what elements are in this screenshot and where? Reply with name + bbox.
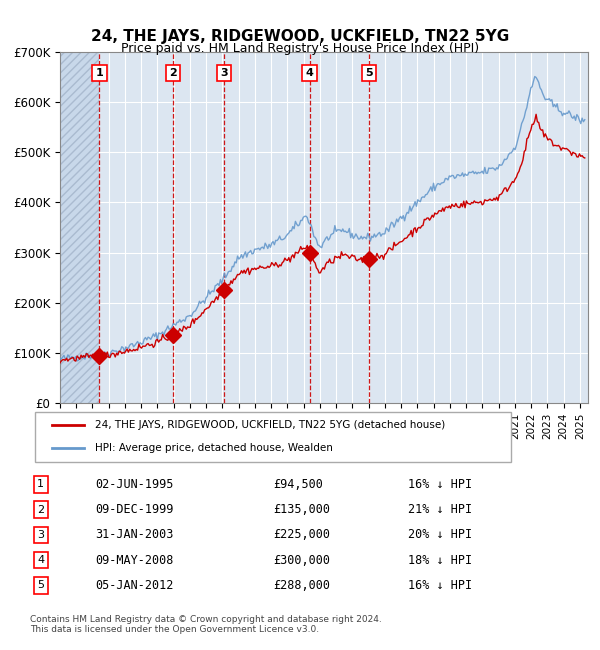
Text: 3: 3 [220, 68, 227, 78]
Text: Contains HM Land Registry data © Crown copyright and database right 2024.
This d: Contains HM Land Registry data © Crown c… [30, 615, 382, 634]
Text: 16% ↓ HPI: 16% ↓ HPI [408, 478, 472, 491]
Text: 18% ↓ HPI: 18% ↓ HPI [408, 554, 472, 567]
Text: £300,000: £300,000 [273, 554, 330, 567]
Text: £135,000: £135,000 [273, 503, 330, 516]
Text: 16% ↓ HPI: 16% ↓ HPI [408, 579, 472, 592]
Text: 31-JAN-2003: 31-JAN-2003 [95, 528, 173, 541]
Text: 24, THE JAYS, RIDGEWOOD, UCKFIELD, TN22 5YG (detached house): 24, THE JAYS, RIDGEWOOD, UCKFIELD, TN22 … [95, 420, 445, 430]
Text: 09-DEC-1999: 09-DEC-1999 [95, 503, 173, 516]
Text: 3: 3 [37, 530, 44, 540]
Text: 4: 4 [305, 68, 313, 78]
Text: 2: 2 [37, 504, 44, 515]
FancyBboxPatch shape [35, 412, 511, 462]
Text: 5: 5 [365, 68, 373, 78]
Text: Price paid vs. HM Land Registry's House Price Index (HPI): Price paid vs. HM Land Registry's House … [121, 42, 479, 55]
Text: 21% ↓ HPI: 21% ↓ HPI [408, 503, 472, 516]
Text: 4: 4 [37, 555, 44, 565]
Text: £94,500: £94,500 [273, 478, 323, 491]
Text: 1: 1 [37, 480, 44, 489]
Text: 20% ↓ HPI: 20% ↓ HPI [408, 528, 472, 541]
Text: 5: 5 [37, 580, 44, 590]
Bar [60, 52, 100, 403]
Text: £225,000: £225,000 [273, 528, 330, 541]
Text: 02-JUN-1995: 02-JUN-1995 [95, 478, 173, 491]
Text: 05-JAN-2012: 05-JAN-2012 [95, 579, 173, 592]
Text: 1: 1 [95, 68, 103, 78]
Text: 09-MAY-2008: 09-MAY-2008 [95, 554, 173, 567]
Text: HPI: Average price, detached house, Wealden: HPI: Average price, detached house, Weal… [95, 443, 332, 453]
Text: 24, THE JAYS, RIDGEWOOD, UCKFIELD, TN22 5YG: 24, THE JAYS, RIDGEWOOD, UCKFIELD, TN22 … [91, 29, 509, 44]
Text: 2: 2 [169, 68, 176, 78]
Text: £288,000: £288,000 [273, 579, 330, 592]
